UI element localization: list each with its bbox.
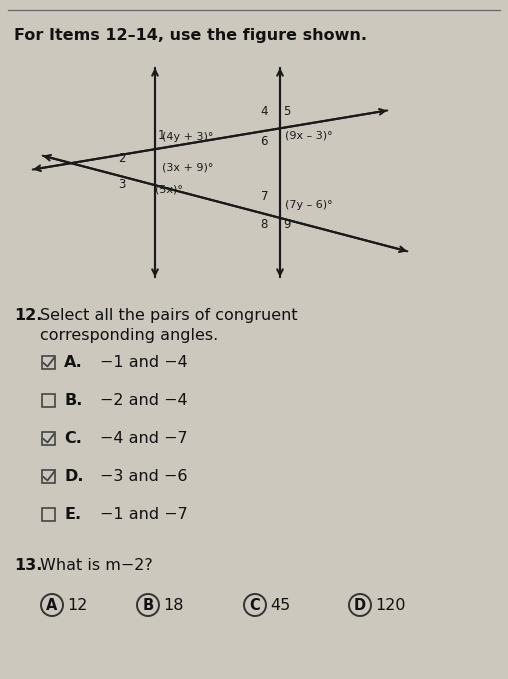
Text: What is m−2?: What is m−2?: [40, 558, 153, 573]
Text: D: D: [354, 598, 366, 612]
Text: 4: 4: [261, 105, 268, 118]
Text: A.: A.: [64, 355, 83, 370]
Text: 45: 45: [270, 598, 290, 612]
Text: A: A: [46, 598, 58, 612]
Text: (7y – 6)°: (7y – 6)°: [285, 200, 333, 210]
Text: 7: 7: [261, 190, 268, 203]
Text: 18: 18: [163, 598, 183, 612]
Bar: [42, 394, 55, 407]
Bar: [42, 470, 55, 483]
Text: B.: B.: [64, 393, 82, 408]
Text: −2 and −4: −2 and −4: [100, 393, 187, 408]
Bar: [42, 356, 55, 369]
Text: 5: 5: [283, 105, 291, 118]
Text: 8: 8: [261, 218, 268, 231]
Bar: [42, 432, 55, 445]
Text: (5x)°: (5x)°: [155, 185, 183, 195]
Text: C: C: [249, 598, 261, 612]
Text: 9: 9: [283, 218, 291, 231]
Text: C.: C.: [64, 431, 82, 446]
Text: −1 and −7: −1 and −7: [100, 507, 188, 522]
Text: −4 and −7: −4 and −7: [100, 431, 187, 446]
Text: 2: 2: [118, 151, 126, 164]
Text: 120: 120: [375, 598, 405, 612]
Text: E.: E.: [64, 507, 81, 522]
Text: For Items 12–14, use the figure shown.: For Items 12–14, use the figure shown.: [14, 28, 367, 43]
Text: 13.: 13.: [14, 558, 42, 573]
Text: −1 and −4: −1 and −4: [100, 355, 188, 370]
Text: D.: D.: [64, 469, 83, 484]
Text: 6: 6: [261, 135, 268, 148]
Text: 3: 3: [119, 178, 126, 191]
Text: Select all the pairs of congruent
corresponding angles.: Select all the pairs of congruent corres…: [40, 308, 298, 343]
Text: B: B: [142, 598, 153, 612]
Text: 1: 1: [158, 129, 166, 142]
Text: −3 and −6: −3 and −6: [100, 469, 187, 484]
Text: 12: 12: [67, 598, 87, 612]
Bar: [42, 508, 55, 521]
Text: (9x – 3)°: (9x – 3)°: [285, 130, 333, 140]
Text: (4y + 3)°: (4y + 3)°: [162, 132, 213, 142]
Text: (3x + 9)°: (3x + 9)°: [162, 162, 213, 172]
Text: 12.: 12.: [14, 308, 42, 323]
